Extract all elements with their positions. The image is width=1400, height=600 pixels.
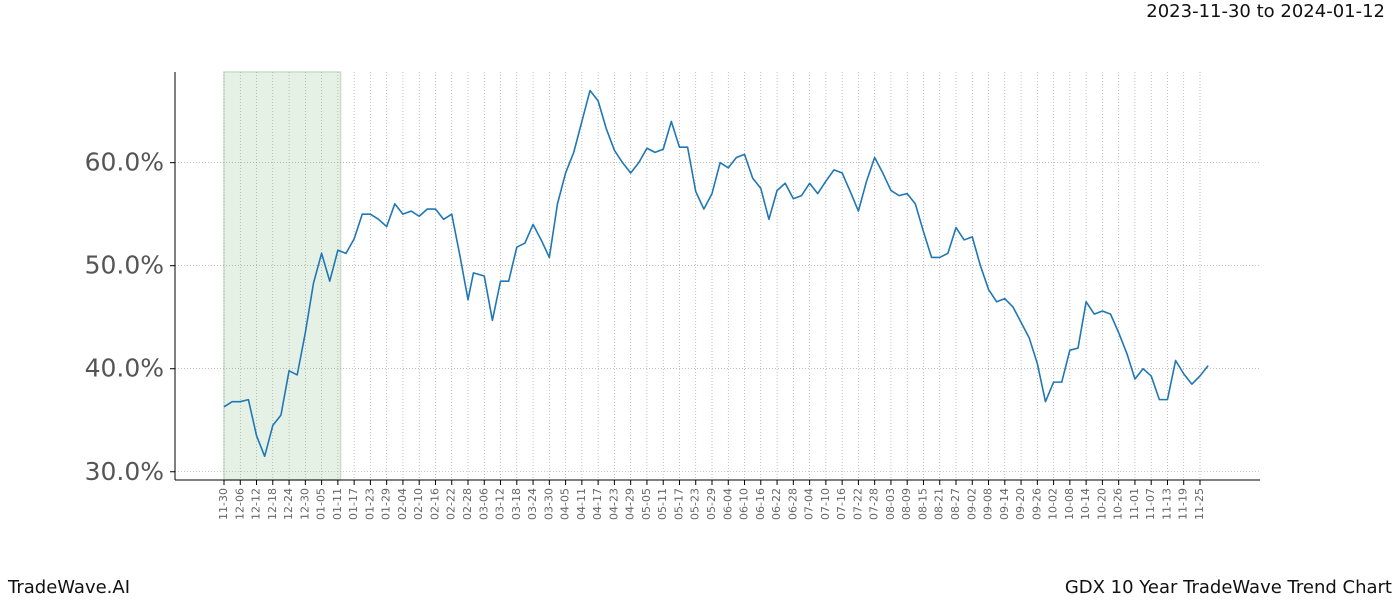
y-tick-label: 30.0% [85, 457, 164, 486]
x-tick-label: 07-04 [803, 488, 816, 520]
x-tick-label: 02-04 [396, 488, 409, 520]
x-tick-label: 09-26 [1030, 488, 1043, 520]
x-tick-label: 11-19 [1177, 488, 1190, 520]
x-tick-label: 12-06 [233, 488, 246, 520]
x-tick-label: 09-20 [1014, 488, 1027, 520]
x-tick-label: 02-10 [412, 488, 425, 520]
x-tick-label: 11-07 [1144, 488, 1157, 520]
x-tick-label: 07-28 [868, 488, 881, 520]
x-tick-label: 01-05 [315, 488, 328, 520]
x-tick-label: 01-29 [380, 488, 393, 520]
x-tick-label: 07-22 [851, 488, 864, 520]
x-tick-label: 04-05 [559, 488, 572, 520]
x-tick-label: 11-30 [217, 488, 230, 520]
x-tick-label: 01-11 [331, 488, 344, 520]
y-tick-label: 40.0% [85, 354, 164, 383]
brand: TradeWave.AI [7, 577, 130, 598]
chart-title: GDX 10 Year TradeWave Trend Chart [1065, 577, 1392, 598]
y-tick-label: 50.0% [85, 251, 164, 280]
x-tick-label: 06-22 [770, 488, 783, 520]
y-tick-label: 60.0% [85, 148, 164, 177]
x-tick-label: 06-16 [754, 488, 767, 520]
x-tick-label: 06-04 [721, 488, 734, 520]
x-tick-label: 02-16 [428, 488, 441, 520]
x-tick-label: 06-28 [786, 488, 799, 520]
x-tick-label: 05-23 [689, 488, 702, 520]
x-tick-label: 03-06 [477, 488, 490, 520]
highlight-band [223, 71, 342, 481]
x-tick-label: 11-13 [1160, 488, 1173, 520]
x-tick-label: 04-23 [607, 488, 620, 520]
x-tick-label: 12-12 [250, 488, 263, 520]
x-tick-label: 08-15 [916, 488, 929, 520]
date-range: 2023-11-30 to 2024-01-12 [1146, 1, 1385, 22]
x-tick-label: 08-27 [949, 488, 962, 520]
x-tick-label: 03-12 [494, 488, 507, 520]
x-tick-label: 12-24 [282, 488, 295, 520]
x-tick-label: 09-02 [965, 488, 978, 520]
x-tick-label: 03-18 [510, 488, 523, 520]
x-tick-label: 10-20 [1095, 488, 1108, 520]
x-tick-label: 10-02 [1047, 488, 1060, 520]
x-tick-label: 08-03 [884, 488, 897, 520]
x-tick-label: 03-30 [542, 488, 555, 520]
x-tick-label: 05-11 [656, 488, 669, 520]
x-tick-label: 05-17 [672, 488, 685, 520]
x-tick-label: 10-08 [1063, 488, 1076, 520]
x-tick-label: 01-17 [347, 488, 360, 520]
x-tick-label: 08-09 [900, 488, 913, 520]
x-tick-label: 11-25 [1193, 488, 1206, 520]
x-tick-label: 09-08 [982, 488, 995, 520]
x-tick-label: 11-01 [1128, 488, 1141, 520]
x-tick-label: 07-16 [835, 488, 848, 520]
x-tick-label: 09-14 [998, 488, 1011, 520]
x-tick-label: 05-29 [705, 488, 718, 520]
x-tick-label: 07-10 [819, 488, 832, 520]
x-tick-label: 12-30 [298, 488, 311, 520]
x-tick-label: 03-24 [526, 488, 539, 520]
x-tick-label: 08-21 [933, 488, 946, 520]
x-tick-label: 04-11 [575, 488, 588, 520]
x-tick-label: 04-29 [624, 488, 637, 520]
x-tick-label: 10-26 [1112, 488, 1125, 520]
x-tick-label: 02-22 [445, 488, 458, 520]
x-tick-label: 02-28 [461, 488, 474, 520]
x-tick-label: 06-10 [738, 488, 751, 520]
x-tick-label: 12-18 [266, 488, 279, 520]
trend-line [223, 89, 1209, 458]
x-tick-label: 01-23 [363, 488, 376, 520]
x-tick-label: 10-14 [1079, 488, 1092, 520]
x-tick-label: 05-05 [640, 488, 653, 520]
x-tick-label: 04-17 [591, 488, 604, 520]
